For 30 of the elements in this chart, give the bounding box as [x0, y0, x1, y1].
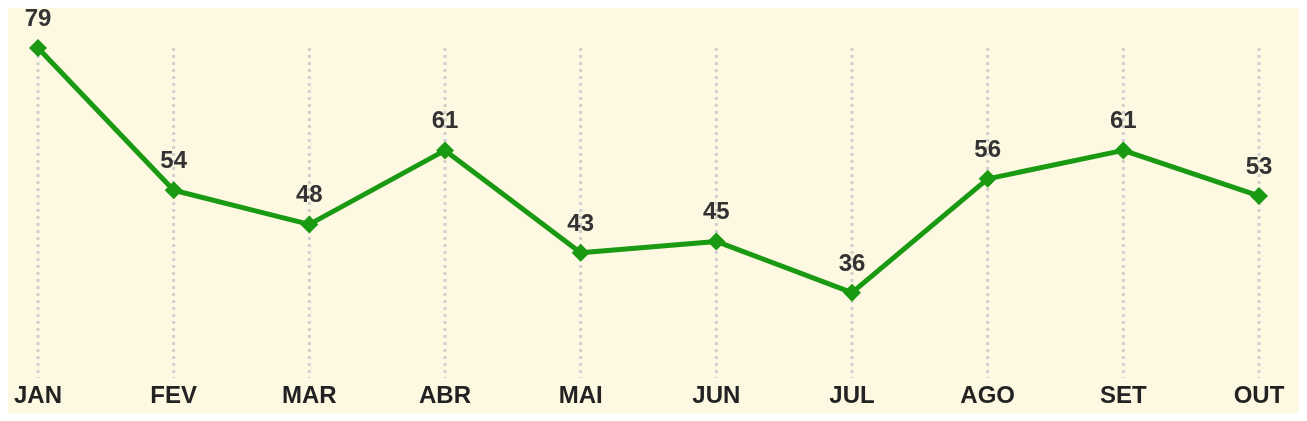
x-tick-label: JUL [829, 381, 875, 409]
point [436, 141, 454, 160]
x-tick-label: AGO [960, 381, 1015, 409]
data-label: 61 [1109, 106, 1137, 134]
point [300, 215, 319, 234]
data-label: 79 [24, 4, 52, 31]
x-tick-label: FEV [150, 381, 198, 409]
point [1114, 141, 1133, 160]
point [571, 243, 590, 262]
data-label: 56 [974, 134, 1002, 162]
x-tick-label: OUT [1233, 381, 1285, 409]
data-label: 61 [431, 106, 459, 134]
point [707, 232, 726, 251]
point [1250, 186, 1268, 205]
data-label: 45 [702, 197, 730, 225]
point [843, 283, 861, 302]
x-tick-label: ABR [419, 381, 471, 409]
data-label: 36 [838, 248, 866, 276]
point [978, 169, 997, 188]
data-label: 54 [160, 146, 188, 174]
x-tick-label: JUN [692, 381, 741, 409]
x-tick-label: MAR [282, 381, 337, 409]
data-label: 48 [295, 180, 323, 208]
x-tick-label: JAN [13, 381, 63, 409]
point [164, 181, 183, 200]
x-tick-label: SET [1099, 381, 1148, 409]
point [29, 39, 47, 57]
data-label: 53 [1245, 151, 1273, 179]
x-tick-label: MAI [558, 381, 603, 409]
data-label: 43 [567, 208, 595, 236]
